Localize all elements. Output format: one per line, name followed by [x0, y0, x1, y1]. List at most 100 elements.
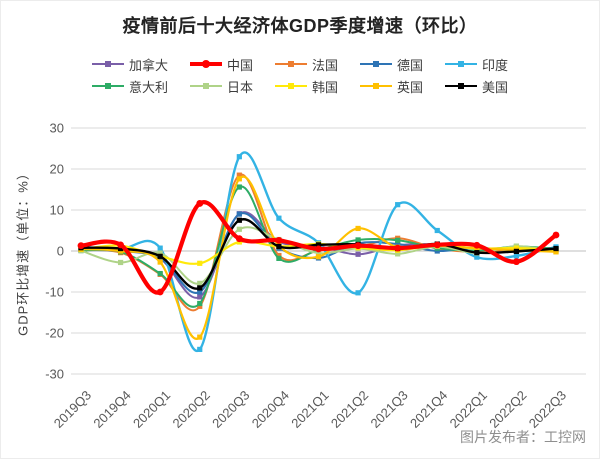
- series-marker-india: [197, 346, 203, 352]
- series-marker-germany: [236, 211, 242, 217]
- series-marker-china: [156, 288, 164, 296]
- legend-label: 加拿大: [128, 57, 168, 73]
- series-marker-usa: [315, 242, 322, 248]
- series-marker-usa: [236, 217, 242, 223]
- series-marker-china: [394, 244, 402, 252]
- series-marker-japan: [117, 259, 124, 266]
- legend-swatch-usa: [445, 81, 478, 91]
- series-marker-france: [276, 252, 282, 259]
- series-marker-germany: [395, 241, 401, 247]
- legend-row-1: 加拿大 中国 法国 德国 印度: [1, 53, 599, 75]
- legend-swatch-india: [445, 59, 478, 69]
- x-tick-label: 2019Q3: [51, 388, 94, 431]
- x-tick-label: 2021Q1: [288, 388, 331, 431]
- series-marker-italy: [197, 300, 203, 307]
- legend-swatch-china: [189, 59, 222, 69]
- y-tick-label: 0: [57, 244, 64, 259]
- y-tick-label: 10: [50, 203, 64, 218]
- series-marker-china: [235, 235, 243, 243]
- series-marker-china: [433, 241, 441, 249]
- series-marker-italy: [236, 184, 242, 190]
- x-tick-label: 2019Q4: [90, 388, 133, 431]
- series-marker-india: [355, 290, 361, 296]
- series-marker-usa: [276, 243, 282, 250]
- series-marker-uk: [315, 254, 322, 260]
- series-marker-india: [474, 254, 480, 260]
- legend-label: 意大利: [128, 79, 168, 95]
- legend-label: 印度: [482, 57, 509, 73]
- legend: 加拿大 中国 法国 德国 印度 意大利 日本 韩国 英国 美国: [1, 53, 599, 97]
- x-tick-label: 2020Q4: [249, 388, 292, 431]
- chart-title: 疫情前后十大经济体GDP季度增速（环比）: [122, 16, 478, 36]
- series-marker-germany: [197, 289, 203, 295]
- legend-swatch-korea: [274, 81, 307, 91]
- series-marker-china: [513, 258, 520, 266]
- series-marker-india: [157, 245, 163, 251]
- legend-label: 韩国: [311, 79, 338, 95]
- series-marker-italy: [157, 270, 163, 277]
- legend-label: 法国: [311, 57, 338, 73]
- series-marker-japan: [315, 250, 322, 256]
- legend-swatch-italy: [91, 81, 124, 91]
- series-marker-china: [552, 231, 560, 239]
- series-marker-usa: [474, 250, 480, 256]
- legend-row-2: 意大利 日本 韩国 英国 美国: [1, 75, 599, 97]
- x-tick-label: 2022Q2: [486, 388, 529, 431]
- series-marker-usa: [197, 285, 203, 291]
- x-tick-label: 2020Q3: [209, 388, 252, 431]
- series-marker-india: [434, 227, 440, 234]
- legend-item-uk: 英国: [360, 77, 423, 96]
- legend-label: 美国: [482, 79, 509, 95]
- series-marker-korea: [197, 260, 203, 266]
- series-marker-usa: [157, 253, 163, 259]
- series-marker-china: [473, 241, 481, 249]
- legend-swatch-canada: [91, 59, 124, 69]
- legend-item-italy: 意大利: [91, 77, 168, 96]
- y-tick-label: 30: [50, 121, 64, 136]
- series-marker-india: [236, 154, 242, 160]
- x-tick-label: 2020Q2: [170, 388, 213, 431]
- series-marker-uk: [355, 225, 361, 232]
- legend-label: 英国: [397, 79, 424, 95]
- legend-item-korea: 韩国: [274, 77, 338, 96]
- x-tick-label: 2021Q2: [328, 388, 371, 431]
- legend-item-france: 法国: [274, 55, 338, 74]
- series-marker-india: [513, 253, 520, 259]
- series-marker-france: [236, 172, 242, 178]
- series-marker-uk: [197, 334, 203, 340]
- x-tick-label: 2022Q1: [447, 388, 490, 431]
- series-marker-china: [117, 241, 124, 249]
- series-marker-uk: [157, 259, 163, 265]
- series-marker-italy: [395, 237, 401, 243]
- legend-item-china: 中国: [189, 55, 253, 74]
- legend-item-india: 印度: [445, 55, 508, 74]
- series-marker-canada: [355, 251, 361, 257]
- series-marker-japan: [395, 251, 401, 257]
- series-marker-japan: [236, 226, 242, 232]
- y-tick-label: -30: [45, 367, 64, 382]
- series-marker-uk: [236, 176, 242, 182]
- legend-item-japan: 日本: [189, 77, 253, 96]
- legend-label: 中国: [226, 57, 253, 73]
- series-marker-germany: [434, 248, 440, 254]
- series-marker-china: [315, 245, 322, 253]
- series-marker-italy: [276, 255, 282, 261]
- legend-item-germany: 德国: [360, 55, 423, 74]
- series-marker-italy: [355, 237, 361, 243]
- series-marker-china: [77, 242, 85, 250]
- series-marker-canada: [197, 294, 203, 300]
- series-marker-uk: [553, 249, 559, 255]
- series-marker-usa: [513, 248, 520, 255]
- legend-item-canada: 加拿大: [91, 55, 168, 74]
- legend-swatch-germany: [360, 59, 392, 69]
- series-marker-japan: [157, 250, 163, 256]
- series-marker-china: [354, 242, 362, 250]
- legend-swatch-japan: [189, 81, 222, 91]
- legend-item-usa: 美国: [445, 77, 508, 96]
- y-tick-label: -10: [45, 285, 64, 300]
- watermark-publisher: 图片发布者：工控网: [460, 429, 586, 445]
- x-tick-label: 2020Q1: [130, 388, 173, 431]
- legend-swatch-uk: [360, 81, 392, 91]
